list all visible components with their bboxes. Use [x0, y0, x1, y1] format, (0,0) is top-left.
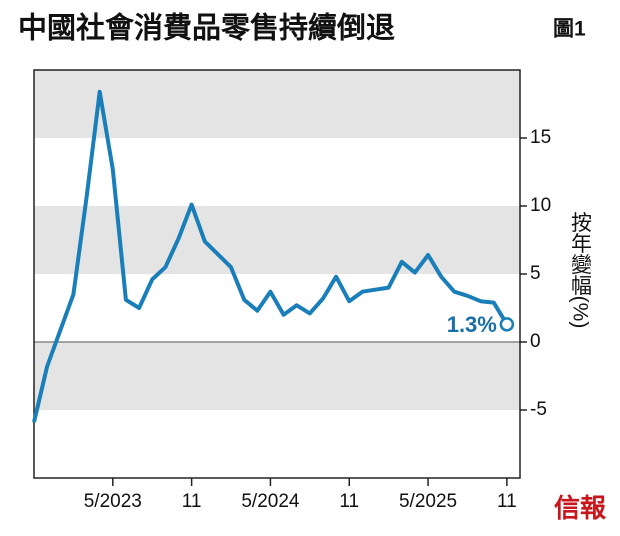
- x-tick-label: 5/2024: [241, 491, 300, 512]
- x-tick-label: 11: [339, 491, 359, 512]
- grid-band: [34, 206, 520, 274]
- y-tick-label: 0: [530, 331, 541, 352]
- x-tick-label: 5/2023: [84, 491, 142, 512]
- y-tick-label: 5: [530, 263, 541, 284]
- grid-band: [34, 342, 520, 410]
- y-tick-label: 10: [530, 195, 551, 216]
- x-tick-label: 5/2025: [399, 491, 457, 512]
- grid-band: [34, 70, 520, 138]
- logo: 信報: [554, 494, 607, 524]
- y-axis-label: 按年變幅(%): [569, 212, 593, 329]
- y-tick-label: -5: [530, 399, 547, 420]
- x-tick-label: 11: [182, 491, 202, 512]
- end-marker: [499, 317, 515, 332]
- x-tick-label: 11: [497, 491, 517, 512]
- y-tick-label: 15: [530, 127, 551, 148]
- data-line: [32, 89, 509, 423]
- plot-border: [33, 69, 521, 479]
- chart-subtitle: 圖1: [553, 18, 586, 41]
- annotation: 1.3%: [447, 312, 497, 337]
- chart-title: 中國社會消費品零售持續倒退: [18, 11, 395, 45]
